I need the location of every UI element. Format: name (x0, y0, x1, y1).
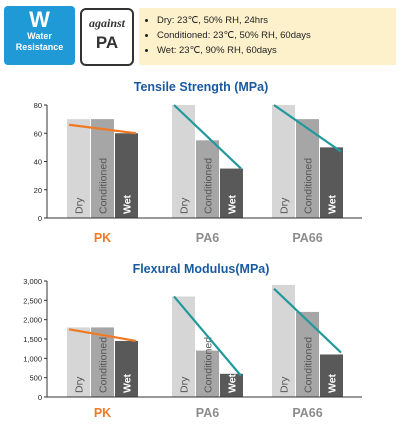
bar-0-pk-wet (115, 133, 138, 218)
trend-line-1-pa6 (173, 295, 242, 377)
y-tick-label-1-1: 500 (29, 374, 42, 383)
condition-conditioned: Conditioned: 23℃, 50% RH, 60days (157, 28, 396, 43)
bar-label-0-pk-dry: Dry (74, 197, 86, 214)
bar-0-pa6-wet (220, 168, 243, 218)
trend-line-0-pa6 (173, 104, 242, 170)
bar-label-0-pa6-conditioned: Conditioned (203, 158, 215, 214)
y-tick-label-1-0: 0 (38, 393, 42, 402)
y-tick-label-1-2: 1,000 (23, 354, 42, 363)
y-tick-label-0-1: 20 (34, 186, 42, 195)
bar-1-pa6-dry (172, 296, 195, 397)
y-tick-label-0-0: 0 (38, 214, 42, 223)
bar-1-pa6-conditioned (196, 350, 219, 397)
bar-1-pk-wet (115, 340, 138, 397)
bar-0-pa66-dry (272, 105, 295, 218)
against-box: against PA (80, 8, 134, 66)
bar-label-1-pa66-dry: Dry (279, 376, 291, 393)
trend-line-0-pa66 (273, 104, 342, 153)
bar-label-0-pa66-dry: Dry (279, 197, 291, 214)
bar-label-1-pa66-wet: Wet (327, 373, 339, 393)
water-resistance-badge: W Water Resistance (4, 6, 75, 65)
y-tick-label-1-3: 1,500 (23, 335, 42, 344)
bar-1-pa66-conditioned (296, 311, 319, 397)
bar-label-0-pa6-wet: Wet (227, 194, 239, 214)
bar-1-pa6-wet (220, 373, 243, 397)
trend-line-1-pa66 (273, 287, 342, 354)
trend-line-1-pk (68, 328, 137, 343)
bar-label-0-pk-conditioned: Conditioned (98, 158, 110, 214)
bar-1-pa66-dry (272, 284, 295, 397)
bar-0-pk-dry (67, 119, 90, 218)
against-material: PA (95, 33, 119, 52)
bar-1-pa66-wet (320, 354, 343, 397)
bar-0-pa66-conditioned (296, 119, 319, 218)
bar-label-1-pa66-conditioned: Conditioned (303, 337, 315, 393)
material-label-1-pa6: PA6 (196, 406, 219, 420)
material-label-0-pk: PK (94, 231, 111, 245)
y-tick-label-1-4: 2,000 (23, 316, 42, 325)
chart-title-1: Flexural Modulus(MPa) (133, 262, 270, 276)
bar-0-pa6-dry (172, 105, 195, 218)
bar-1-pk-dry (67, 327, 90, 397)
bar-label-0-pk-wet: Wet (122, 194, 134, 214)
chart-title-0: Tensile Strength (MPa) (134, 80, 269, 94)
bar-label-1-pa6-conditioned: Conditioned (203, 337, 215, 393)
bar-0-pa6-conditioned (196, 140, 219, 218)
bar-0-pa66-wet (320, 147, 343, 218)
bar-label-1-pk-conditioned: Conditioned (98, 337, 110, 393)
bar-label-1-pa6-wet: Wet (227, 373, 239, 393)
material-label-1-pk: PK (94, 406, 111, 420)
test-conditions-box: Dry: 23℃, 50% RH, 24hrs Conditioned: 23℃… (139, 8, 396, 65)
bar-label-1-pk-wet: Wet (122, 373, 134, 393)
condition-dry: Dry: 23℃, 50% RH, 24hrs (157, 13, 396, 28)
badge-label-line-1: Water (27, 31, 52, 41)
bar-label-1-pa6-dry: Dry (179, 376, 191, 393)
y-tick-label-0-4: 80 (34, 101, 42, 110)
bar-1-pk-conditioned (91, 327, 114, 397)
y-tick-label-0-2: 40 (34, 158, 42, 167)
bar-label-0-pa66-conditioned: Conditioned (303, 158, 315, 214)
condition-wet: Wet: 23℃, 90% RH, 60days (157, 43, 396, 58)
y-tick-label-0-3: 60 (34, 129, 42, 138)
y-tick-label-1-6: 3,000 (23, 277, 42, 286)
bar-label-0-pa66-wet: Wet (327, 194, 339, 214)
bar-0-pk-conditioned (91, 119, 114, 218)
y-tick-label-1-5: 2,500 (23, 296, 42, 305)
bar-label-1-pk-dry: Dry (74, 376, 86, 393)
material-label-1-pa66: PA66 (292, 406, 322, 420)
against-label: against (88, 16, 125, 30)
material-label-0-pa66: PA66 (292, 231, 322, 245)
bar-label-0-pa6-dry: Dry (179, 197, 191, 214)
badge-label-line-2: Resistance (15, 42, 64, 52)
trend-line-0-pk (68, 123, 137, 135)
material-label-0-pa6: PA6 (196, 231, 219, 245)
water-drop-icon: W (29, 7, 50, 32)
